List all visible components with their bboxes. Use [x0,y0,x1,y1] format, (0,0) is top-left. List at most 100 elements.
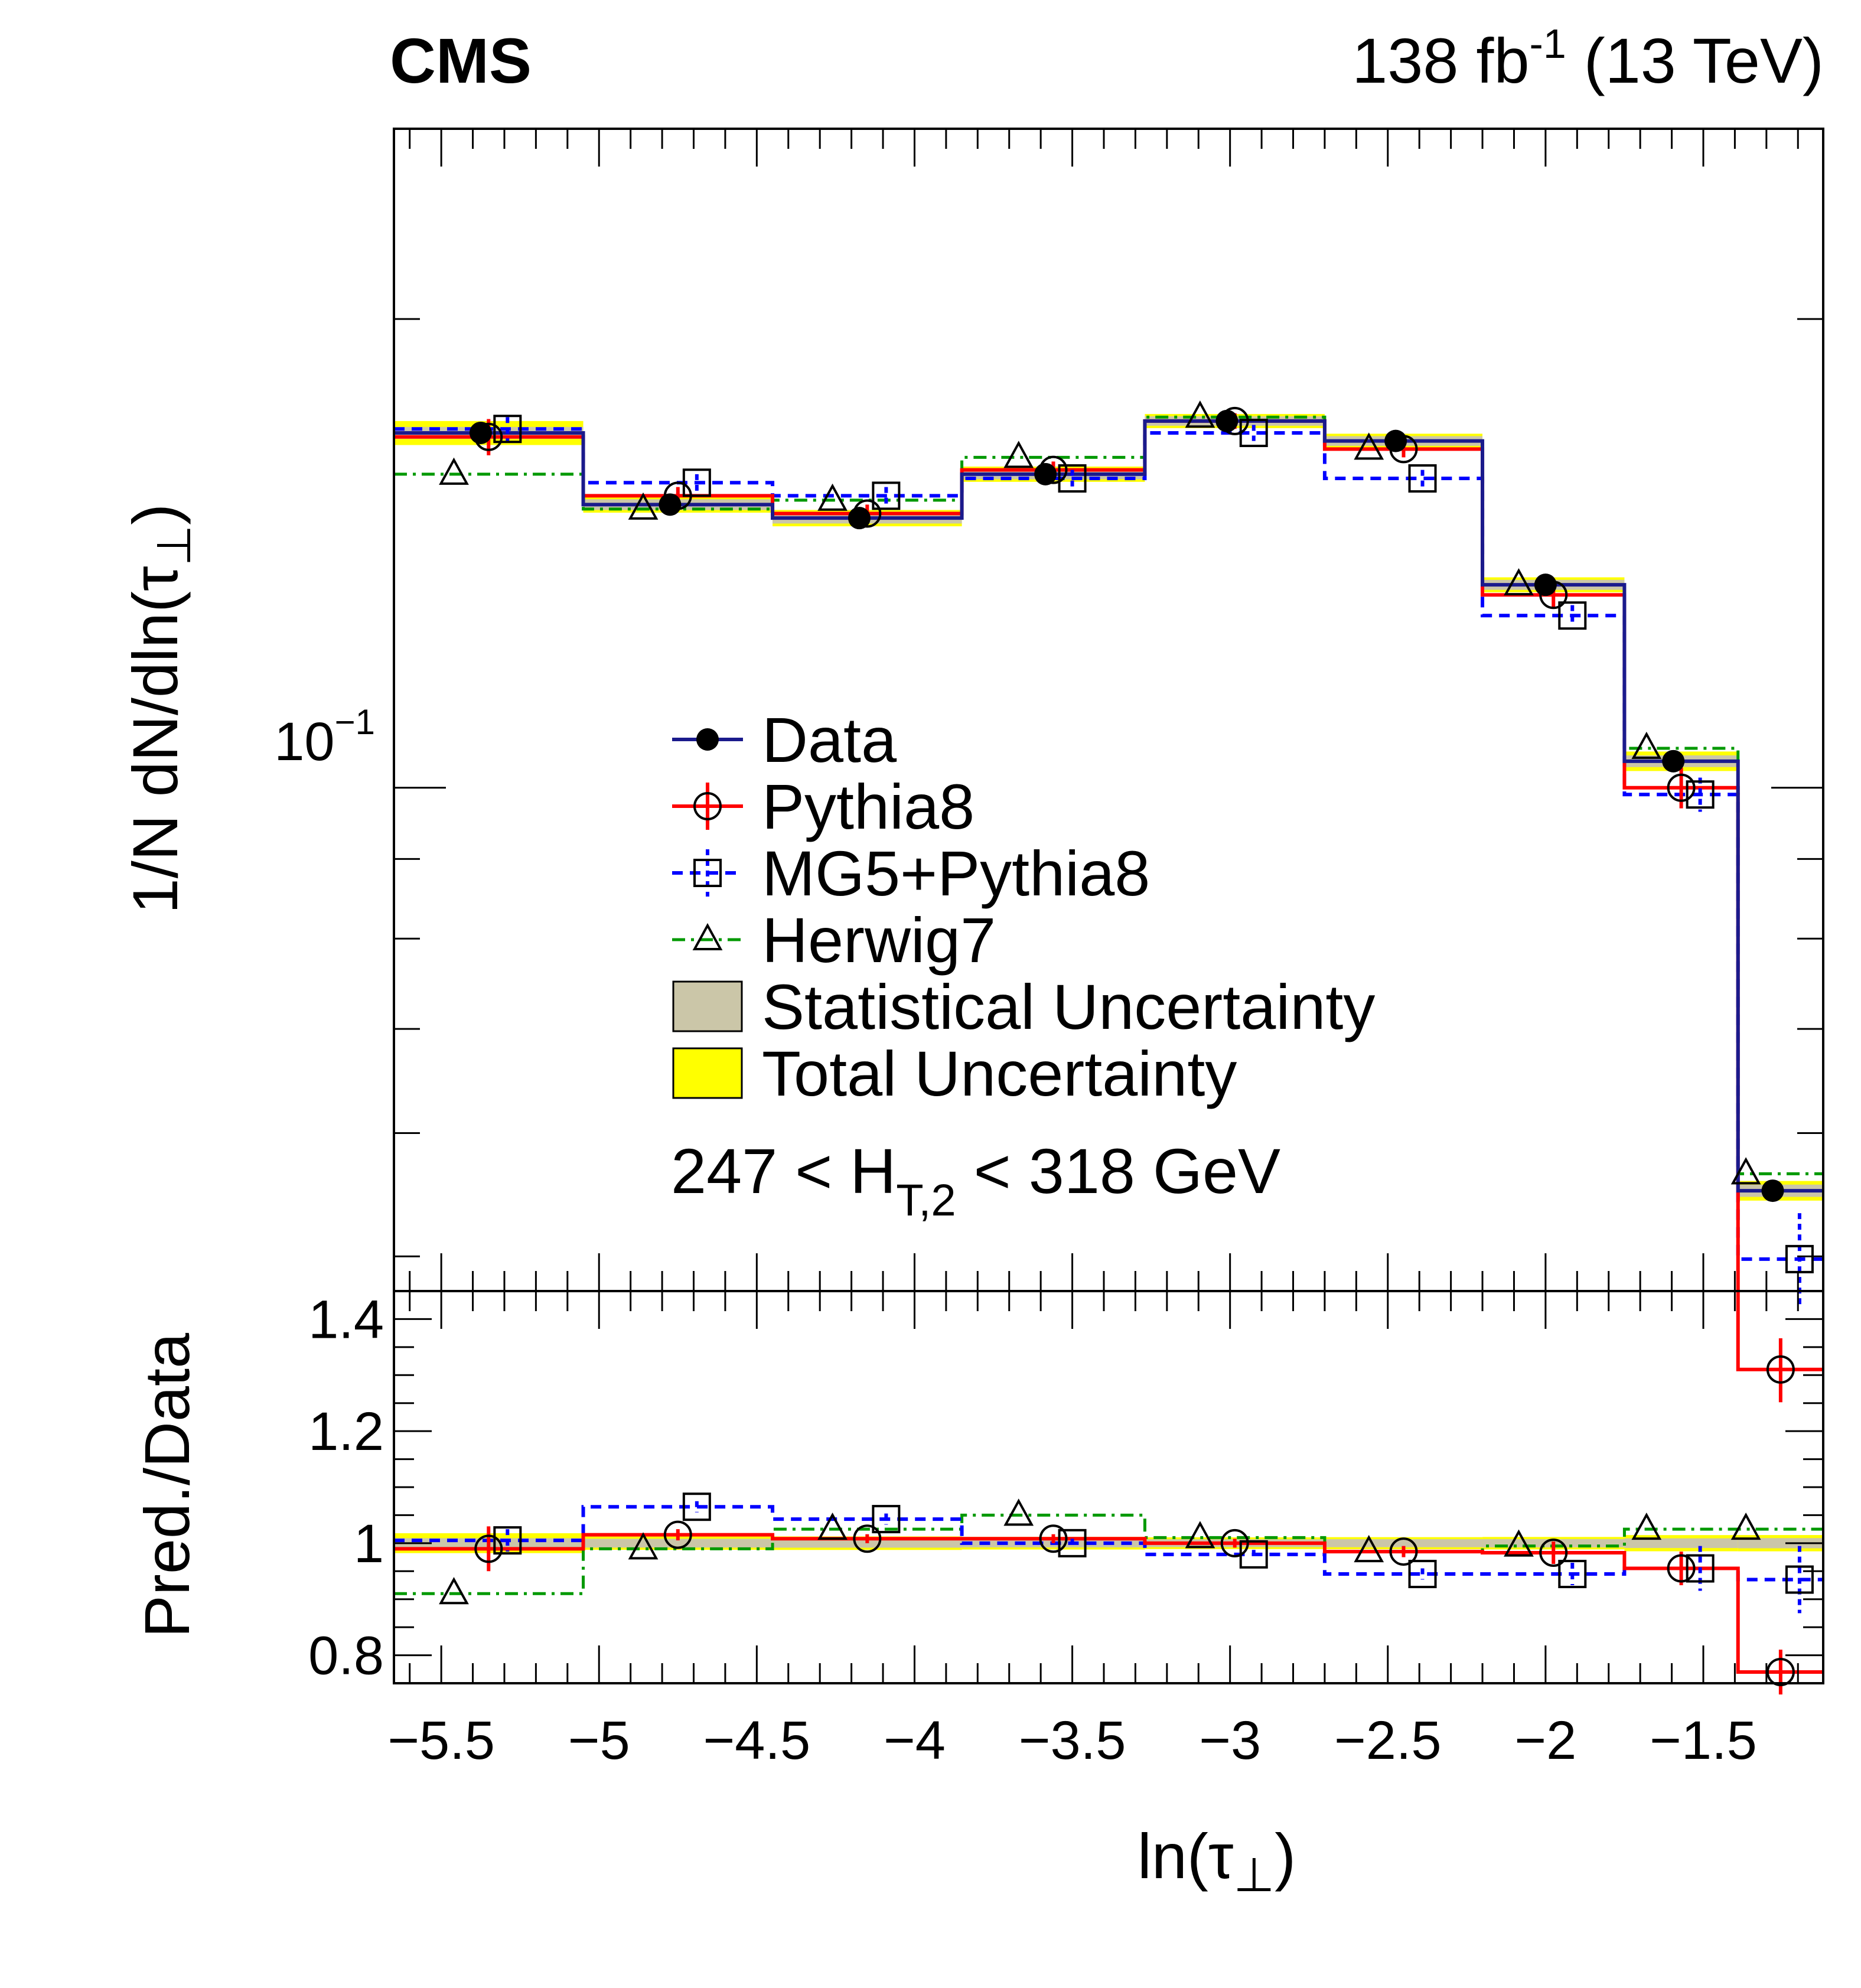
mg5-point-marker [1785,1565,1814,1594]
experiment-label: CMS [390,25,532,96]
mg5-point-marker [1408,1560,1437,1589]
x-axis-label-main: ln(τ [1138,1820,1234,1892]
herwig7-point-marker [628,492,659,520]
mg5-point-marker [1558,1560,1587,1589]
x-tick-label: −4 [884,1710,946,1771]
data-point-marker [848,507,871,530]
pythia8-point-marker [1389,1537,1418,1566]
herwig7-point-marker [439,457,469,485]
x-axis-label: ln(τ⊥) [1138,1820,1296,1901]
legend-label: Pythia8 [762,771,975,842]
legend-label: Data [762,704,897,775]
ratio-points [439,1492,1814,1694]
ratio-stat-uncertainty-band [583,1539,773,1548]
herwig7-point-marker [1631,1512,1662,1540]
lumi-label: 138 fb-1 (13 TeV) [1352,21,1824,96]
ht-range-annotation: 247 < HT,2 < 318 GeV [671,1135,1280,1226]
ratio-step-line-pythia8 [394,1533,1823,1674]
data-point-marker [1534,573,1557,597]
mg5-point-marker [1408,464,1437,493]
y-axis-label-main: 1/N dN/dln(τ [119,566,191,914]
herwig7-point-marker [1003,1498,1034,1526]
step-line-mg5-pythia8 [394,427,1823,1261]
step-line-herwig7 [394,415,1823,1175]
herwig7-point-marker [1504,568,1534,596]
data-point-marker [1662,749,1685,773]
mg5-point-marker [682,1492,711,1521]
herwig7-point-marker [1354,432,1384,460]
ratio-y-axis-label: Pred./Data [131,1332,203,1638]
x-tick-label: −5.5 [387,1710,495,1771]
legend-label: Total Uncertainty [762,1038,1237,1109]
legend-band-swatch [672,1047,743,1099]
mg5-point-marker [682,468,711,497]
herwig7-point-marker [1185,1521,1215,1549]
mg5-point-marker [493,415,522,444]
pythia8-point-marker [1766,1355,1795,1384]
ratio-stat-uncertainty-band [1738,1538,1823,1549]
y-axis-label-close: ) [119,504,191,525]
x-axis-label-close: ) [1275,1820,1296,1892]
pythia8-point-marker [853,1524,882,1553]
mg5-point-marker [1058,464,1087,493]
herwig7-point-marker [1354,1534,1384,1563]
pythia8-point-marker [1539,1538,1568,1567]
data-points [439,400,1814,1403]
data-point-marker [1034,462,1057,485]
legend-band-swatch [672,980,743,1032]
mg5-point-marker [1785,1244,1814,1273]
herwig7-point-marker [439,1577,469,1605]
ratio-axis-ticks: −5.5 −5 −4.5 −4 −3.5 −3 −2.5 −2 0.8 1.2 1.4 [308,1289,1823,1771]
ratio-steps [394,1505,1823,1674]
ratio-plot-frame [393,1290,1824,1684]
herwig7-point-marker [1730,1512,1761,1540]
annotation-post: < 318 GeV [956,1135,1280,1207]
mg5-point-marker [872,1505,901,1534]
legend: DataPythia8MG5+Pythia8Herwig7Statistical… [672,704,1375,1109]
x-tick-label: −3 [1199,1710,1261,1771]
y-tick-base: 10 [274,712,334,772]
ratio-tick-label: 0.8 [308,1626,384,1686]
mg5-point-marker [872,481,901,510]
x-axis-label-sub: ⊥ [1234,1849,1275,1901]
pythia8-point-marker [1220,1529,1249,1557]
ratio-tick-label: 1.4 [308,1289,384,1350]
main-axis-ticks [394,129,1823,1291]
pythia8-point-marker [1667,773,1696,802]
herwig7-point-marker [1504,1529,1534,1557]
ratio-panel: −5.5 −5 −4.5 −4 −3.5 −3 −2.5 −2 0.8 1.2 1.4 Pred./… [131,1289,1824,1901]
lumi-value: 138 fb [1352,25,1529,96]
data-point-marker [696,728,719,751]
pythia8-point-marker [693,792,722,820]
annotation-sub: T,2 [896,1175,956,1226]
data-point-marker [659,493,682,516]
herwig7-point-marker [817,483,848,511]
herwig7-point-marker [1003,441,1034,468]
legend-label: MG5+Pythia8 [762,837,1150,909]
pythia8-point-marker [663,1520,692,1549]
mg5-point-marker [693,859,722,887]
legend-label: Herwig7 [762,904,996,976]
mg5-point-marker [1686,1554,1715,1583]
main-plot-frame [393,128,1824,1292]
x-tick-label-last: −1.5 [1650,1710,1757,1771]
y-axis-label-sub: ⊥ [148,525,200,566]
x-tick-label: −4.5 [703,1710,811,1771]
x-tick-label: −2.5 [1334,1710,1442,1771]
x-tick-label: −2 [1514,1710,1576,1771]
mg5-point-marker [1558,601,1587,630]
data-point-marker [1384,429,1407,452]
energy-label: (13 TeV) [1584,25,1824,96]
pythia8-point-marker [1766,1658,1795,1687]
mg5-point-marker [1686,780,1715,809]
herwig7-point-marker [1185,400,1215,428]
data-point-marker [469,421,492,444]
mg5-point-marker [1058,1529,1087,1557]
lumi-gap [1566,25,1584,96]
pythia8-point-marker [1039,1524,1068,1553]
herwig7-point-marker [692,923,723,950]
annotation-pre: 247 < H [671,1135,896,1207]
herwig7-point-marker [817,1512,848,1540]
pythia8-point-marker [474,1534,503,1563]
